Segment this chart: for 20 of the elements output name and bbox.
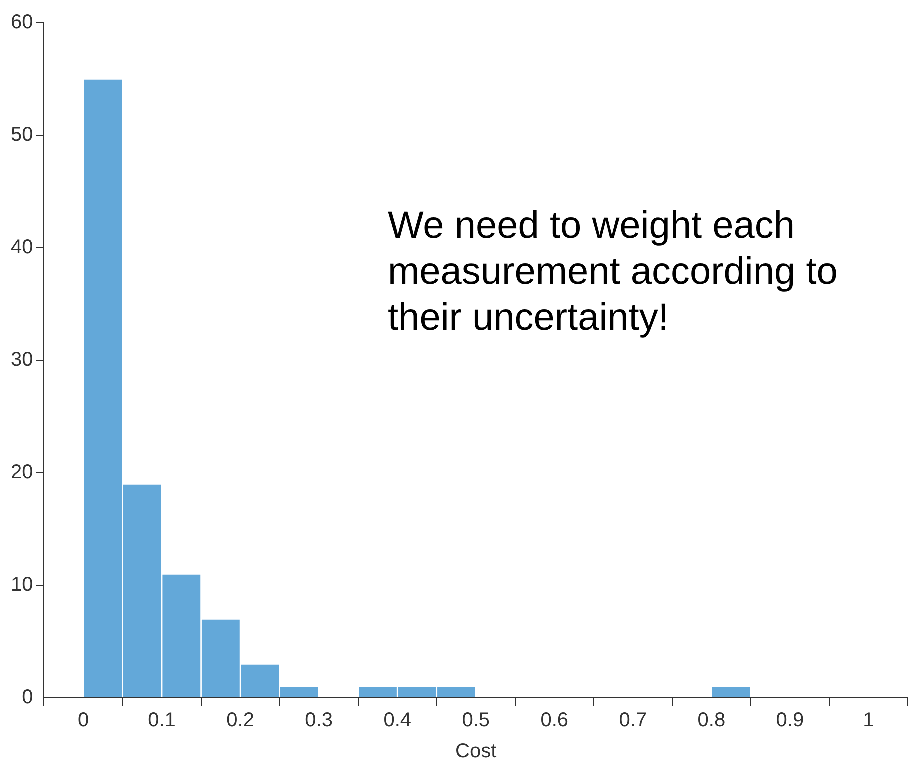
x-tick-label: 0.8 <box>698 710 726 732</box>
y-tick-label: 40 <box>10 236 34 259</box>
x-tick-label: 0.9 <box>776 710 804 732</box>
x-tick-label: 0.4 <box>384 710 412 732</box>
y-tick-label: 0 <box>22 686 34 709</box>
x-axis-title: Cost <box>456 740 498 763</box>
x-tick-label: 0.1 <box>148 710 176 732</box>
x-tick-label: 0.6 <box>540 710 569 732</box>
x-tick-label: 0.3 <box>305 710 333 732</box>
x-tick-label: 1 <box>863 710 874 732</box>
y-tick-label: 30 <box>10 349 34 372</box>
y-tick-label: 60 <box>10 12 34 34</box>
x-tick-label: 0.7 <box>619 710 648 732</box>
y-tick-label: 10 <box>10 574 34 596</box>
y-tick-label: 50 <box>10 124 34 146</box>
x-tick-label: 0.5 <box>462 710 490 732</box>
y-tick-label: 20 <box>10 462 34 484</box>
x-tick-label: 0 <box>78 710 90 732</box>
annotation: We need to weight each measurement according to their uncertainty! <box>388 204 839 341</box>
x-tick-label: 0.2 <box>226 710 254 732</box>
